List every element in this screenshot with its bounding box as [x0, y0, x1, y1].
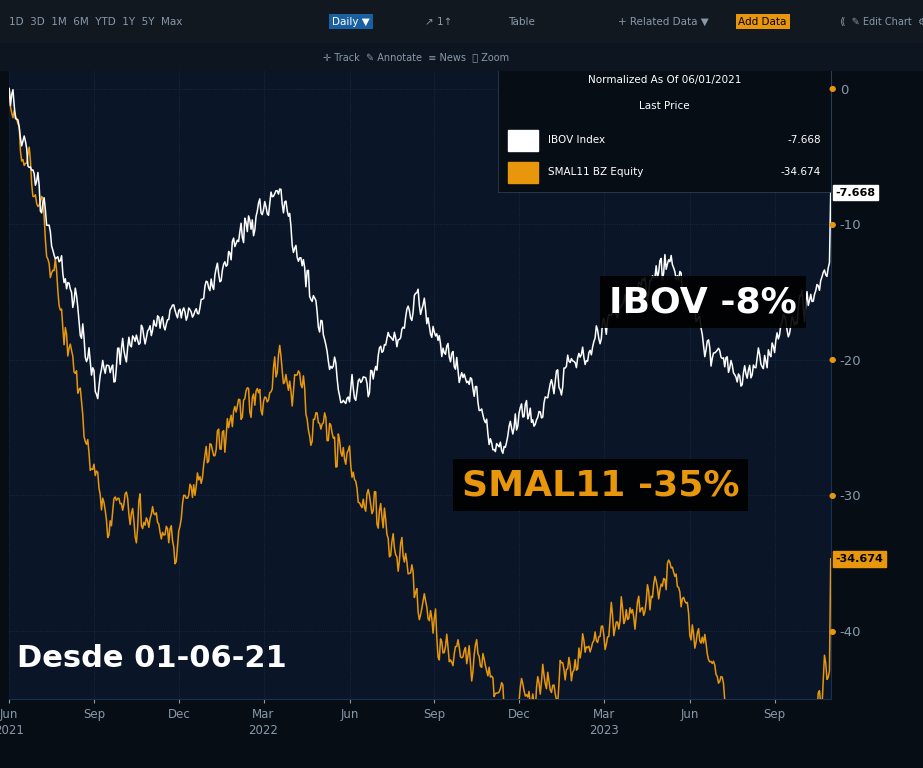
Text: ●: ●	[829, 491, 836, 500]
Text: Table: Table	[508, 16, 534, 27]
Text: -34.674: -34.674	[781, 167, 821, 177]
Text: ●: ●	[829, 84, 836, 93]
Text: Last Price: Last Price	[640, 101, 689, 111]
Text: Daily ▼: Daily ▼	[332, 16, 370, 27]
Text: Desde 01-06-21: Desde 01-06-21	[18, 644, 287, 674]
Text: + Related Data ▼: + Related Data ▼	[618, 16, 709, 27]
Text: ●: ●	[829, 220, 836, 229]
Text: SMAL11 -35%: SMAL11 -35%	[462, 468, 739, 502]
Text: ●: ●	[829, 627, 836, 636]
Text: Normalized As Of 06/01/2021: Normalized As Of 06/01/2021	[588, 75, 741, 85]
Text: -34.674: -34.674	[835, 554, 883, 564]
Bar	[509, 161, 538, 183]
Text: SMAL11 BZ Equity: SMAL11 BZ Equity	[548, 167, 643, 177]
Text: IBOV -8%: IBOV -8%	[609, 286, 797, 319]
Bar	[509, 130, 538, 151]
Text: -7.668: -7.668	[787, 135, 821, 145]
Text: ↗ 1↑: ↗ 1↑	[425, 16, 452, 27]
Text: Add Data: Add Data	[738, 16, 786, 27]
Text: ●: ●	[829, 356, 836, 364]
Text: -7.668: -7.668	[835, 187, 875, 197]
Text: 1D  3D  1M  6M  YTD  1Y  5Y  Max: 1D 3D 1M 6M YTD 1Y 5Y Max	[9, 16, 183, 27]
Text: ⟪  ✎ Edit Chart  ⚙: ⟪ ✎ Edit Chart ⚙	[840, 16, 923, 27]
Text: IBOV Index: IBOV Index	[548, 135, 605, 145]
Text: ✛ Track  ✎ Annotate  ≡ News  🔍 Zoom: ✛ Track ✎ Annotate ≡ News 🔍 Zoom	[323, 51, 509, 62]
